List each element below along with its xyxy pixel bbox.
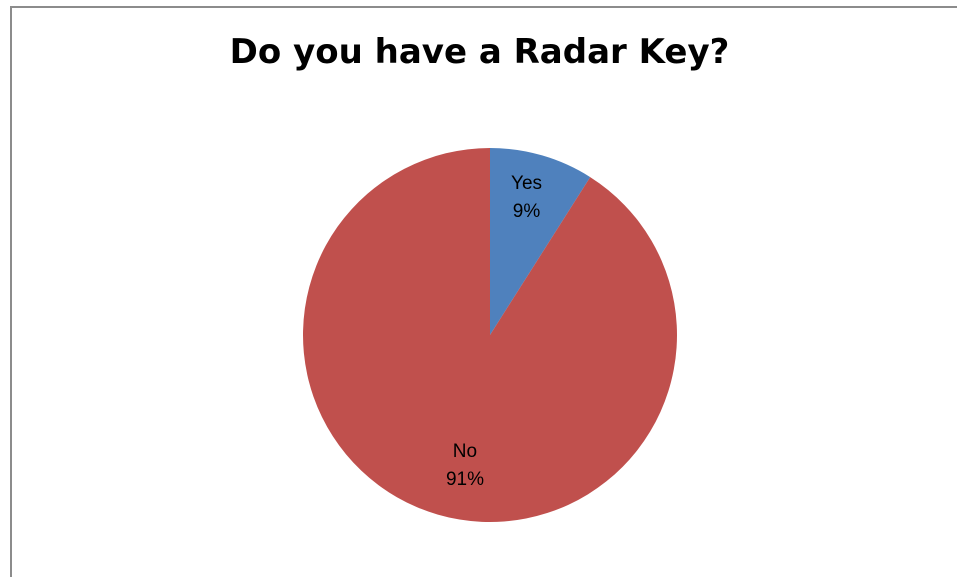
slice-label-no: No [453, 441, 477, 462]
pie-slice-yes [490, 148, 591, 335]
slice-label-yes: Yes [511, 173, 542, 194]
pie-slice-no [302, 148, 677, 522]
slice-value-label-yes: 9% [513, 201, 541, 222]
slice-value-label-no: 91% [446, 469, 484, 490]
chart-title: Do you have a Radar Key? [229, 32, 730, 72]
